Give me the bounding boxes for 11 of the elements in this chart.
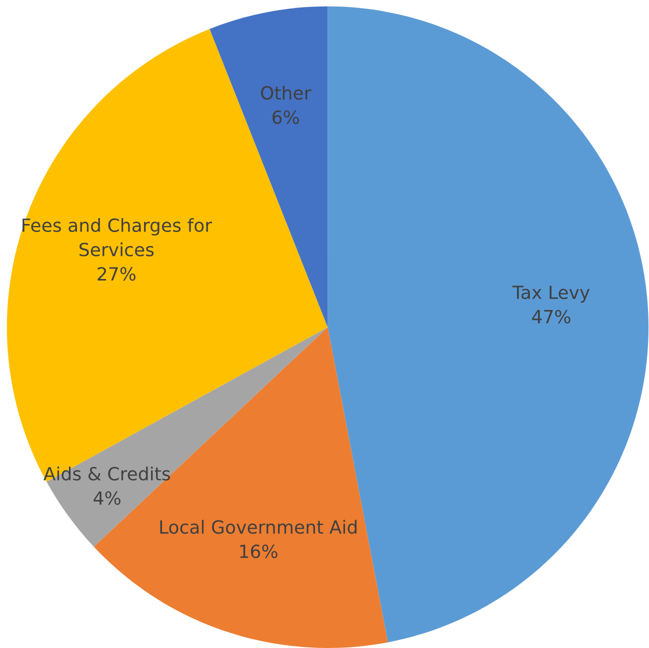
data-label: 27% (98, 267, 136, 281)
slice-label: Fees and Charges for Services (22, 218, 212, 256)
slice-label: Tax Levy (512, 286, 590, 303)
slice-label: Local Government Aid (160, 520, 357, 534)
slice-label: Other (261, 86, 312, 100)
data-label: 4% (94, 491, 120, 505)
data-label: 47% (532, 310, 570, 324)
pie-slice (6, 28, 328, 482)
data-label: 16% (240, 544, 278, 558)
data-label: 6% (272, 110, 299, 124)
pie-slice (328, 6, 648, 642)
